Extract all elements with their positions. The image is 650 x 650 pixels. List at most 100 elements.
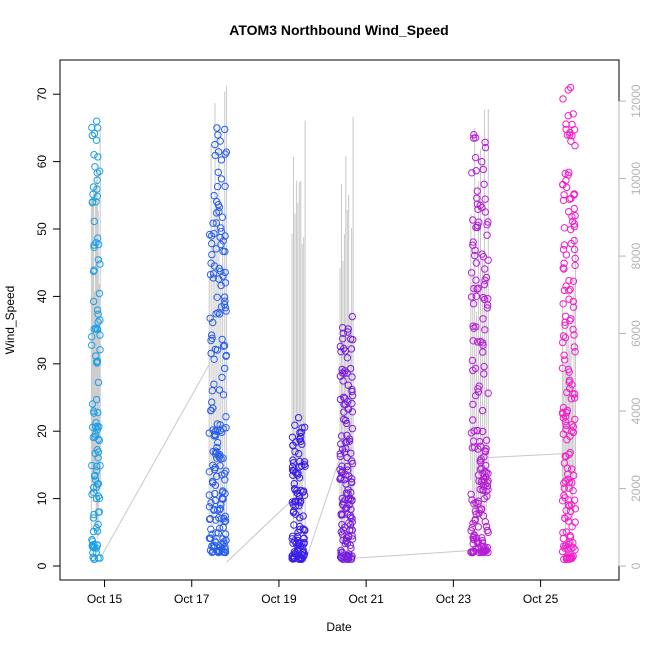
data-point [209,461,217,469]
data-point [478,203,486,212]
data-point [563,131,572,139]
data-point [570,222,579,231]
data-point [216,137,224,145]
data-point [217,175,226,183]
data-point [347,478,356,486]
y-tick-label: 0 [35,562,49,569]
data-point [301,526,309,535]
data-point [565,450,573,459]
data-point [476,465,485,473]
line-series-segment [353,550,471,559]
data-point [479,348,487,356]
data-point [571,505,579,513]
data-point [570,331,578,339]
data-point [467,490,475,498]
data-point [218,373,226,382]
data-point [218,335,226,344]
data-point [221,247,229,256]
data-point [95,436,104,445]
data-point [348,424,357,433]
data-point [217,501,225,509]
data-point [92,198,100,206]
data-point [472,276,480,284]
data-point [348,312,356,321]
data-point [216,462,224,470]
data-point [569,297,577,306]
y2-tick-label: 6000 [629,320,643,347]
data-point [479,547,487,555]
data-point [480,475,488,484]
data-point [296,498,304,507]
data-point [348,459,357,468]
data-point [482,487,490,495]
data-point [565,378,573,386]
data-point [214,309,222,317]
data-point [348,532,356,540]
data-point [295,450,303,458]
y-axis: 0 10 20 30 40 50 60 70 [35,87,61,569]
data-point [220,293,229,301]
data-point [96,346,104,354]
data-point [569,110,577,118]
data-point [219,342,228,350]
data-point [481,208,489,216]
data-point [291,421,299,429]
data-point [94,153,102,161]
data-point [560,191,568,199]
x-axis-label: Date [326,620,352,634]
data-point [93,422,102,430]
data-point [91,433,99,441]
data-point [339,335,347,343]
data-point [94,448,103,456]
data-point [94,454,102,462]
data-point [207,232,216,240]
y-tick-label: 40 [35,289,49,303]
data-point [479,293,487,302]
data-point [288,466,297,474]
data-point [338,521,346,529]
data-point [93,176,101,185]
data-point [291,502,299,510]
data-point [218,544,226,553]
data-point [559,528,567,537]
data-point [339,324,347,332]
data-point [481,143,490,152]
data-point [205,230,214,239]
data-point [216,426,225,435]
data-point [472,498,480,507]
data-point [348,385,356,394]
data-point [92,483,101,491]
data-point [470,134,478,142]
data-point [477,548,485,556]
data-point [92,494,101,503]
data-point [481,276,489,284]
data-point [469,238,477,246]
data-point [560,542,568,550]
data-point [339,377,347,385]
data-point [295,539,304,547]
data-point [215,275,223,283]
data-point [481,138,489,147]
data-point [559,245,568,254]
data-point [222,536,230,545]
data-point [336,395,345,404]
data-point [96,331,104,339]
data-point [562,506,570,515]
data-point [558,408,567,417]
data-point [222,517,230,525]
data-point [571,394,579,402]
data-point [568,217,577,226]
data-point [210,506,218,514]
data-point [566,83,575,92]
data-point [217,240,225,249]
data-point [566,432,574,440]
data-point [211,140,219,149]
data-point [570,126,579,134]
line-series-segment [99,364,210,559]
data-point [338,365,346,374]
data-point [569,303,578,311]
data-point [288,433,297,441]
data-point [95,167,104,175]
data-point [343,354,352,362]
data-point [470,443,479,451]
